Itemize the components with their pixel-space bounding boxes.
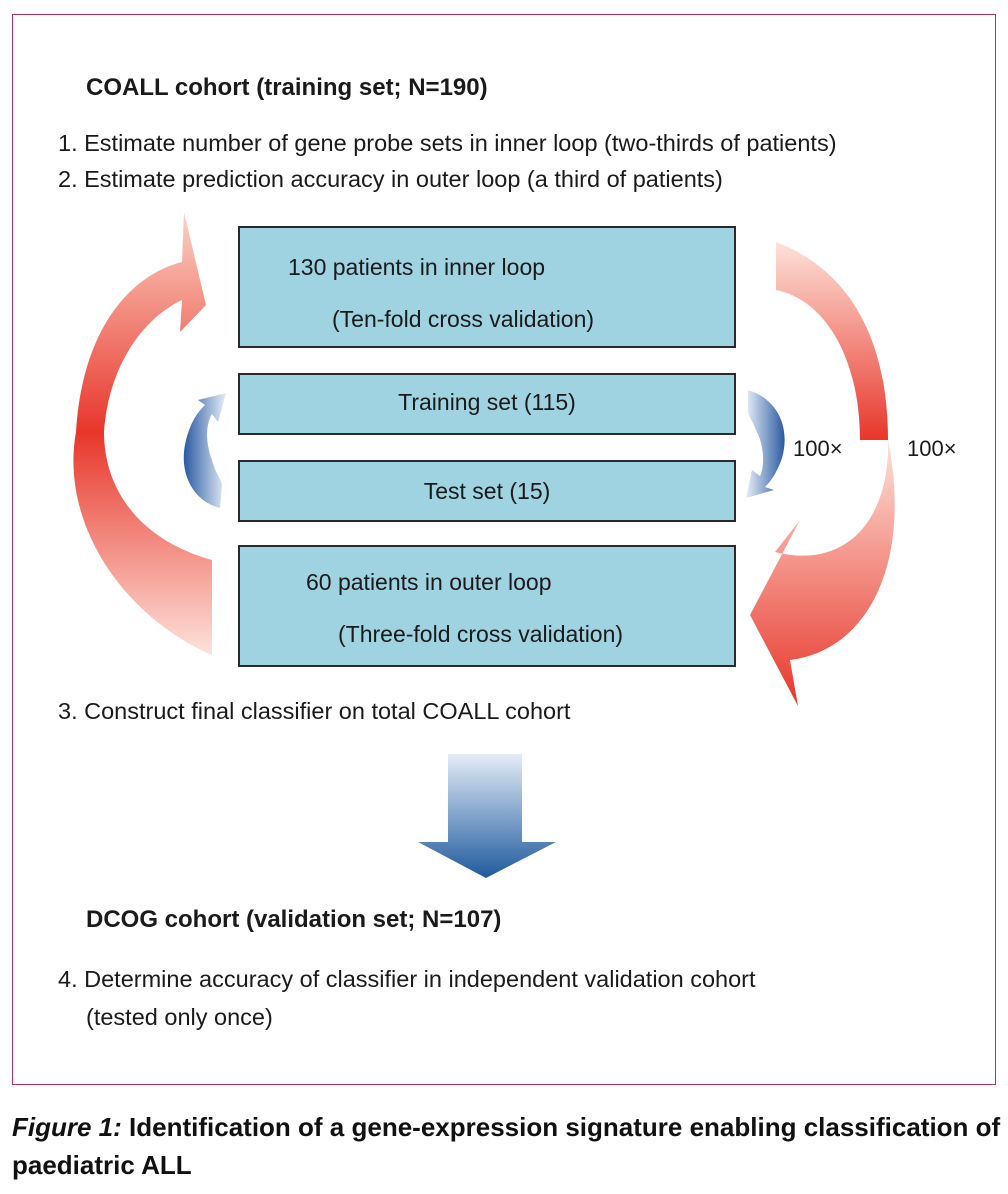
right-loop-arrow-lower	[750, 440, 895, 706]
inner-loop-box: 130 patients in inner loop (Ten-fold cro…	[238, 226, 736, 348]
outer-loop-title: 60 patients in outer loop	[306, 569, 552, 595]
outer-loop-box: 60 patients in outer loop (Three-fold cr…	[238, 545, 736, 667]
step-3: 3. Construct final classifier on total C…	[58, 698, 571, 724]
step-4-note: (tested only once)	[86, 1004, 273, 1030]
training-set-box: Training set (115)	[238, 373, 736, 435]
step-4: 4. Determine accuracy of classifier in i…	[58, 966, 756, 992]
caption-label: Figure 1:	[12, 1112, 122, 1142]
training-heading: COALL cohort (training set; N=190)	[86, 74, 488, 101]
test-set-box: Test set (15)	[238, 460, 736, 522]
step-1: 1. Estimate number of gene probe sets in…	[58, 130, 837, 156]
inner-loop-subtitle: (Ten-fold cross validation)	[332, 306, 595, 332]
inner-repeat-label: 100×	[793, 436, 843, 461]
right-inner-arrow	[746, 390, 785, 498]
outer-repeat-label: 100×	[907, 436, 957, 461]
down-arrow	[418, 754, 556, 878]
step-2: 2. Estimate prediction accuracy in outer…	[58, 166, 723, 192]
figure-frame	[12, 14, 996, 1085]
outer-loop-subtitle: (Three-fold cross validation)	[338, 621, 624, 647]
left-loop-arrow-lower	[73, 432, 213, 655]
figure-caption: Figure 1: Identification of a gene-expre…	[12, 1108, 1002, 1184]
left-loop-arrow-upper	[76, 212, 206, 432]
right-loop-arrow-upper	[776, 242, 888, 440]
validation-heading: DCOG cohort (validation set; N=107)	[86, 906, 502, 933]
test-set-label: Test set (15)	[423, 478, 551, 504]
left-inner-arrow	[183, 393, 226, 508]
inner-loop-title: 130 patients in inner loop	[288, 254, 546, 280]
caption-text: Identification of a gene-expression sign…	[12, 1112, 1001, 1180]
training-set-label: Training set (115)	[398, 389, 576, 415]
